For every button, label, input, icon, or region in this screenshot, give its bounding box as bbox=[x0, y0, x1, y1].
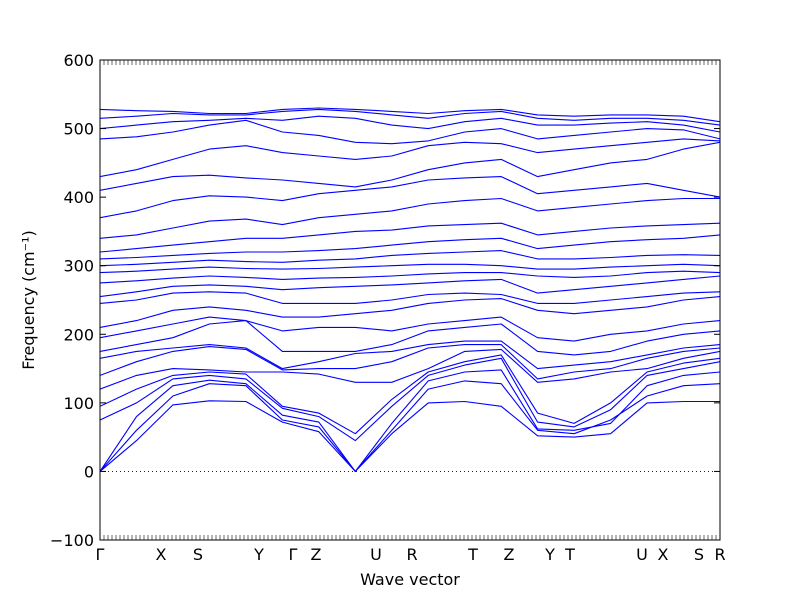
x-tick-label: X bbox=[156, 545, 167, 564]
x-tick-label: R bbox=[406, 545, 417, 564]
x-tick-label: Z bbox=[504, 545, 515, 564]
y-tick-labels: −100 0 100 200 300 400 500 600 bbox=[50, 51, 94, 550]
band-line-2 bbox=[100, 369, 720, 472]
x-tick-label: Z bbox=[311, 545, 322, 564]
band-line-1 bbox=[100, 380, 720, 472]
bands-group bbox=[100, 107, 720, 472]
band-line-12 bbox=[100, 275, 720, 298]
band-line-13 bbox=[100, 270, 720, 284]
y-tick-label: 400 bbox=[63, 188, 94, 207]
y-tick-label: 100 bbox=[63, 394, 94, 413]
band-line-10 bbox=[100, 296, 720, 328]
x-tick-label: S bbox=[193, 545, 203, 564]
band-line-17 bbox=[100, 222, 720, 253]
y-tick-label: 500 bbox=[63, 120, 94, 139]
x-tick-label: Y bbox=[544, 545, 555, 564]
band-line-23 bbox=[100, 115, 720, 133]
band-line-19 bbox=[100, 176, 720, 219]
band-line-11 bbox=[100, 291, 720, 304]
band-line-4 bbox=[100, 354, 720, 435]
x-tick-label: S bbox=[694, 545, 704, 564]
y-tick-label: −100 bbox=[50, 531, 94, 550]
band-line-15 bbox=[100, 250, 720, 267]
band-line-8 bbox=[100, 320, 720, 356]
x-tick-label: Γ bbox=[96, 545, 105, 564]
band-line-18 bbox=[100, 197, 720, 239]
band-line-0 bbox=[100, 400, 720, 472]
band-line-5 bbox=[100, 348, 720, 390]
y-tick-label: 0 bbox=[84, 462, 94, 481]
x-axis-label: Wave vector bbox=[360, 570, 460, 589]
x-tick-label: Y bbox=[253, 545, 264, 564]
x-tick-label: T bbox=[564, 545, 575, 564]
y-tick-label: 600 bbox=[63, 51, 94, 70]
x-tick-label: X bbox=[658, 545, 669, 564]
plot-border bbox=[99, 59, 721, 541]
band-line-9 bbox=[100, 316, 720, 342]
y-axis-label: Frequency (cm⁻¹) bbox=[19, 230, 38, 369]
band-line-20 bbox=[100, 141, 720, 191]
band-line-3 bbox=[100, 357, 720, 442]
y-tick-label: 300 bbox=[63, 257, 94, 276]
ticks-group bbox=[99, 59, 721, 541]
x-tick-label: Γ bbox=[289, 545, 298, 564]
x-tick-label: R bbox=[714, 545, 725, 564]
y-tick-label: 200 bbox=[63, 325, 94, 344]
x-tick-label: T bbox=[467, 545, 478, 564]
band-line-14 bbox=[100, 263, 720, 274]
band-line-25 bbox=[100, 107, 720, 123]
band-line-7 bbox=[100, 340, 720, 370]
band-line-24 bbox=[100, 108, 720, 126]
band-line-22 bbox=[100, 119, 720, 145]
band-line-16 bbox=[100, 234, 720, 260]
band-line-21 bbox=[100, 138, 720, 178]
x-tick-label: U bbox=[370, 545, 382, 564]
plot-frame bbox=[99, 59, 721, 541]
band-line-6 bbox=[100, 344, 720, 380]
x-tick-label: U bbox=[636, 545, 648, 564]
